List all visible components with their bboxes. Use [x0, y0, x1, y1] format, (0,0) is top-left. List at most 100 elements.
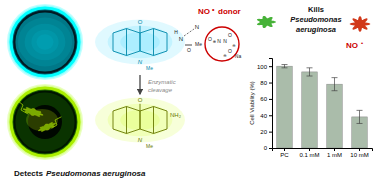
tick-label: 80: [260, 80, 267, 86]
axis-line: [273, 149, 373, 152]
acridone: [113, 104, 167, 134]
error-bar-cap: [357, 123, 363, 124]
error-bar-stem: [284, 65, 285, 68]
error-bar: [357, 110, 363, 123]
annotation: Enzymatic: [148, 79, 176, 85]
annotation: N: [217, 38, 221, 44]
structure-glow: [95, 20, 185, 65]
tick-mark: [269, 115, 272, 116]
dish-glow: [8, 85, 81, 158]
y-axis-title: Cell Viability (%): [249, 81, 255, 125]
annotations: EnzymaticcleavageONMeONMeNH₂HNONMeO⊕NNO⊖…: [14, 5, 363, 178]
annotation: N: [195, 24, 199, 30]
annotation: Na: [235, 53, 242, 59]
tick-mark: [269, 132, 272, 133]
dish-light: [31, 30, 58, 54]
tick-label: 0: [264, 145, 268, 151]
annotation: N: [179, 36, 183, 42]
flagellum: [18, 101, 28, 114]
bar: [302, 72, 318, 148]
dish-glow: [10, 87, 81, 158]
y-tick: 20: [260, 129, 272, 135]
annotation: O: [228, 48, 232, 54]
dish-glow: [11, 88, 79, 156]
annotation: Pseudomonas aeruginosa: [46, 169, 146, 178]
dish-glow: [7, 4, 83, 80]
dish-glow: [11, 8, 79, 76]
dish-glow: [8, 5, 81, 78]
tick-label: 40: [260, 113, 267, 119]
bond: [140, 107, 167, 134]
annotation: O: [208, 36, 212, 42]
error-bar-stem: [309, 68, 310, 76]
structure-glow: [95, 98, 185, 143]
dish-inner: [15, 92, 74, 151]
dish-inner: [15, 12, 74, 71]
dashed-bond: [184, 29, 194, 36]
annotation: N: [138, 137, 143, 143]
x-tick: 10 mM: [350, 148, 368, 158]
tick-mark: [269, 99, 272, 100]
x-tick: PC: [280, 148, 289, 158]
tick-label: 10 mM: [350, 152, 368, 158]
y-tick: 100: [257, 64, 272, 70]
annotation: Kills: [308, 5, 324, 14]
annotation: NH₂: [170, 112, 182, 118]
annotation: Me: [146, 65, 153, 71]
petri-dish-top: [7, 4, 83, 80]
error-bar: [307, 68, 313, 76]
tick-mark: [309, 148, 310, 151]
tick-mark: [269, 66, 272, 67]
annotation: Detects: [14, 169, 43, 178]
tick-label: 1 mM: [327, 152, 342, 158]
bond: [113, 107, 140, 134]
error-bar-stem: [359, 110, 360, 123]
dish-glow: [10, 7, 81, 78]
tick-mark: [359, 148, 360, 151]
tick-label: 20: [260, 129, 267, 135]
dish-border: [11, 8, 79, 76]
annotation: N: [138, 59, 143, 65]
bond: [153, 107, 154, 134]
tick-mark: [269, 148, 272, 149]
annotation: NO: [198, 7, 210, 16]
annotation: aeruginosa: [296, 25, 336, 34]
bacterium-dead: [350, 16, 371, 32]
tick-label: PC: [280, 152, 289, 158]
structure-glow: [108, 26, 173, 58]
dish-glow: [7, 84, 83, 160]
flagellum: [52, 117, 61, 128]
error-bar-cap: [307, 76, 313, 77]
annotation: Pseudomonas: [290, 15, 341, 24]
cleavage-arrow: [139, 75, 140, 94]
error-bar: [332, 78, 338, 91]
dish-rim: [11, 8, 79, 76]
x-tick: 0.1 mM: [299, 148, 319, 158]
annotation: O: [138, 19, 143, 25]
annotation: Me: [146, 143, 153, 149]
bond: [140, 26, 141, 33]
x-axis: PC 0.1 mM 1 mM 10 mM: [273, 148, 373, 158]
annotation: •: [212, 6, 215, 13]
acridone: [113, 26, 167, 56]
error-bar-cap: [282, 64, 288, 65]
annotation: H: [174, 29, 178, 35]
bond: [153, 29, 154, 56]
bar: [327, 84, 343, 148]
figure: EnzymaticcleavageONMeONMeNH₂HNONMeO⊕NNO⊖…: [0, 0, 378, 181]
error-bar-cap: [332, 77, 338, 78]
bond: [126, 107, 127, 134]
tick-mark: [284, 148, 285, 151]
dish-light: [37, 34, 54, 49]
error-bar: [282, 65, 288, 68]
error-bar-cap: [357, 110, 363, 111]
dish-light: [18, 18, 72, 67]
tick-label: 100: [257, 64, 268, 70]
bar-chart: 020406080100PC0.1 mM1 mM10 mMCell Viabil…: [249, 59, 373, 159]
bacterium: [23, 107, 43, 116]
annotation: ⊖: [232, 43, 235, 48]
bacterium-live: [257, 16, 276, 28]
y-tick: 40: [260, 113, 272, 119]
dish-rim: [11, 88, 79, 156]
tick-mark: [334, 148, 335, 151]
